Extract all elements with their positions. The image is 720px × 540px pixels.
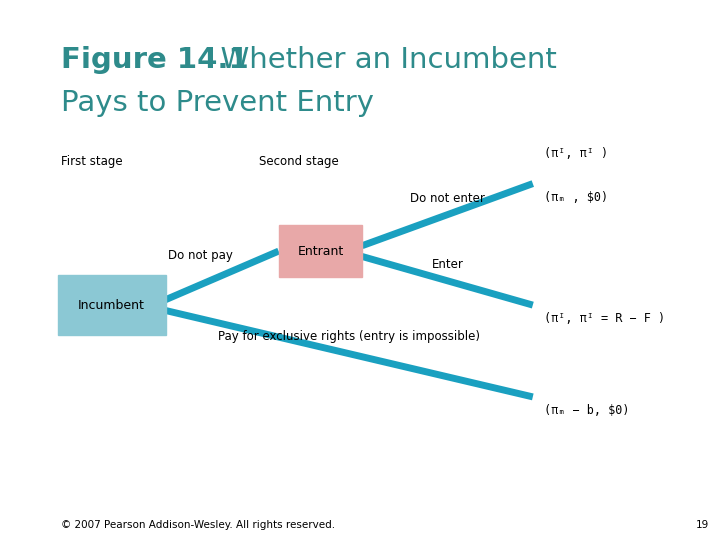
FancyBboxPatch shape — [58, 275, 166, 335]
Text: First stage: First stage — [61, 156, 123, 168]
Text: (πᴵ, πᴵ = R − F ): (πᴵ, πᴵ = R − F ) — [544, 312, 665, 325]
Text: Do not enter: Do not enter — [410, 192, 485, 205]
Text: Second stage: Second stage — [259, 156, 339, 168]
Text: Pays to Prevent Entry: Pays to Prevent Entry — [61, 89, 374, 117]
Text: (πₘ − b, $0): (πₘ − b, $0) — [544, 404, 629, 417]
Text: Whether an Incumbent: Whether an Incumbent — [202, 46, 557, 74]
Text: Incumbent: Incumbent — [78, 299, 145, 312]
Text: (πₘ , $0): (πₘ , $0) — [544, 191, 608, 204]
Text: Enter: Enter — [431, 258, 464, 271]
Text: Pay for exclusive rights (entry is impossible): Pay for exclusive rights (entry is impos… — [218, 330, 480, 343]
Text: 19: 19 — [696, 520, 709, 530]
Text: © 2007 Pearson Addison-Wesley. All rights reserved.: © 2007 Pearson Addison-Wesley. All right… — [61, 520, 336, 530]
Text: (πᴵ, πᴵ ): (πᴵ, πᴵ ) — [544, 147, 608, 160]
Text: Figure 14.1: Figure 14.1 — [61, 46, 249, 74]
FancyBboxPatch shape — [279, 225, 362, 277]
Text: Do not pay: Do not pay — [168, 249, 233, 262]
Text: Entrant: Entrant — [297, 245, 343, 258]
